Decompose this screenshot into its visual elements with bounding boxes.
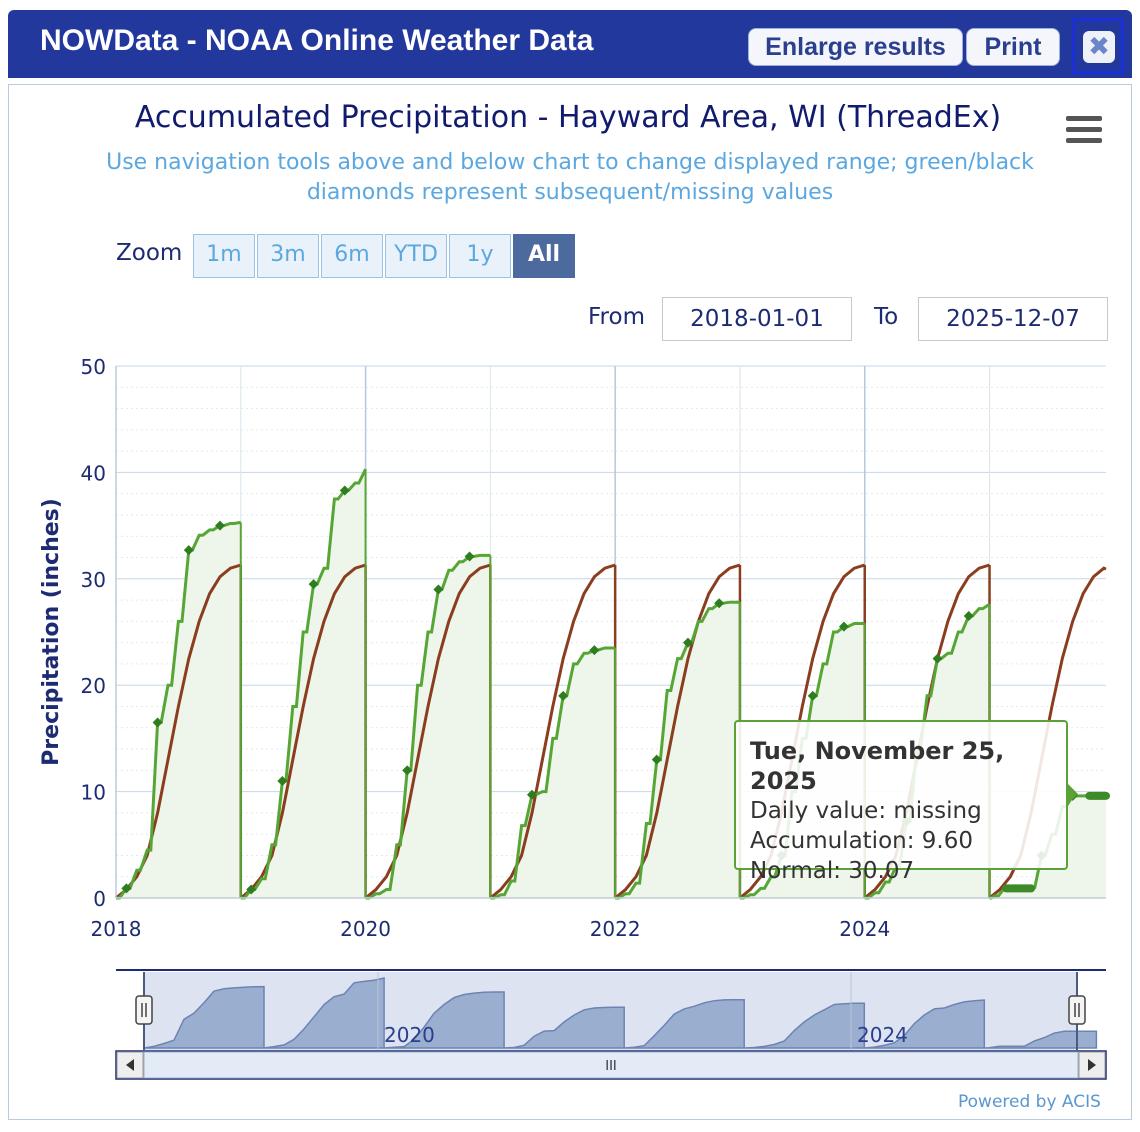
- normal-line-2019[interactable]: [239, 563, 367, 900]
- print-button[interactable]: Print: [966, 28, 1060, 66]
- zoom-ytd-button[interactable]: YTD: [385, 234, 447, 278]
- scroll-left-arrow-icon[interactable]: [126, 1059, 134, 1071]
- diamond-marker: [838, 621, 849, 632]
- navigator-right-handle[interactable]: [1068, 995, 1086, 1025]
- tooltip-date: Tue, November 25, 2025: [750, 737, 1005, 795]
- accumulation-area-2019: [240, 469, 366, 898]
- y-tick-label: 50: [81, 355, 106, 379]
- normal-line-2023[interactable]: [738, 563, 866, 900]
- zoom-all-button[interactable]: All: [513, 234, 575, 278]
- tooltip-normal: Normal: 30.07: [750, 858, 915, 884]
- diamond-marker: [339, 485, 350, 496]
- close-icon[interactable]: ✖: [1083, 31, 1115, 63]
- hamburger-menu-icon[interactable]: [1066, 116, 1102, 144]
- range-navigator[interactable]: 2020 2024: [116, 969, 1106, 1050]
- accumulation-area-2022: [615, 602, 740, 898]
- scroll-left-button[interactable]: [116, 1051, 144, 1079]
- normal-line-2020[interactable]: [364, 563, 491, 900]
- diamond-marker: [558, 690, 569, 701]
- zoom-label: Zoom: [116, 240, 183, 266]
- y-tick-label: 0: [93, 887, 106, 911]
- diamond-marker: [651, 754, 662, 765]
- diamond-marker: [464, 551, 475, 562]
- accumulation-area-2020: [365, 555, 491, 898]
- navigator-left-handle[interactable]: [135, 995, 153, 1025]
- y-tick-label: 30: [81, 568, 106, 592]
- zoom-1y-button[interactable]: 1y: [449, 234, 511, 278]
- navigator-scrollbar[interactable]: III: [115, 1050, 1107, 1080]
- enlarge-results-button[interactable]: Enlarge results: [748, 28, 963, 66]
- chart-subtitle: Use navigation tools above and below cha…: [106, 150, 1034, 205]
- chart-tooltip: Tue, November 25, 2025 Daily value: miss…: [734, 720, 1068, 884]
- diamond-marker: [932, 653, 943, 664]
- to-date-input[interactable]: 2025-12-07: [918, 297, 1108, 341]
- y-tick-label: 20: [81, 674, 106, 698]
- zoom-1m-button[interactable]: 1m: [193, 234, 255, 278]
- diamond-marker: [183, 545, 194, 556]
- scroll-right-button[interactable]: [1078, 1051, 1106, 1079]
- diamond-marker: [152, 717, 163, 728]
- accumulation-area-2025: [989, 795, 1106, 898]
- diamond-marker: [433, 584, 444, 595]
- diamond-marker: [246, 884, 257, 895]
- scrollbar-grip[interactable]: III: [605, 1059, 617, 1074]
- y-axis-title: Precipitation (inches): [39, 498, 64, 766]
- diamond-marker: [214, 520, 225, 531]
- zoom-3m-button[interactable]: 3m: [257, 234, 319, 278]
- diamond-marker: [402, 765, 413, 776]
- chart-title: Accumulated Precipitation - Hayward Area…: [134, 100, 1002, 135]
- x-tick-label: 2024: [839, 917, 890, 941]
- tooltip-accumulation: Accumulation: 9.60: [750, 828, 973, 854]
- zoom-6m-button[interactable]: 6m: [321, 234, 383, 278]
- diamond-marker: [121, 883, 132, 894]
- dialog-title: NOWData - NOAA Online Weather Data: [40, 24, 594, 57]
- diamond-marker: [963, 611, 974, 622]
- diamond-marker: [308, 579, 319, 590]
- normal-line-2022[interactable]: [614, 563, 741, 900]
- x-tick-label: 2020: [340, 917, 391, 941]
- tooltip-pointer: [1066, 782, 1078, 806]
- close-button[interactable]: ✖: [1072, 18, 1124, 74]
- y-tick-label: 10: [81, 781, 106, 805]
- y-tick-label: 40: [81, 461, 106, 485]
- navigator-label-2024: 2024: [857, 1023, 908, 1047]
- to-label: To: [874, 304, 899, 330]
- from-label: From: [588, 304, 645, 330]
- diamond-marker: [807, 690, 818, 701]
- diamond-marker: [277, 775, 288, 786]
- scroll-right-arrow-icon[interactable]: [1088, 1059, 1096, 1071]
- diamond-marker: [526, 789, 537, 800]
- x-tick-label: 2018: [91, 917, 142, 941]
- normal-line-2021[interactable]: [489, 563, 616, 900]
- diamond-marker: [714, 598, 725, 609]
- normal-line-2018[interactable]: [115, 563, 242, 900]
- normal-line-2025[interactable]: [988, 566, 1107, 900]
- powered-by-acis-link[interactable]: Powered by ACIS: [958, 1092, 1101, 1112]
- diamond-marker: [682, 637, 693, 648]
- tooltip-daily-value: Daily value: missing: [750, 798, 982, 824]
- x-tick-label: 2022: [590, 917, 641, 941]
- from-date-input[interactable]: 2018-01-01: [662, 297, 852, 341]
- navigator-series: [143, 977, 1098, 1049]
- navigator-label-2020: 2020: [384, 1023, 435, 1047]
- dialog-titlebar: NOWData - NOAA Online Weather Data Enlar…: [8, 10, 1132, 78]
- diamond-marker: [589, 645, 600, 656]
